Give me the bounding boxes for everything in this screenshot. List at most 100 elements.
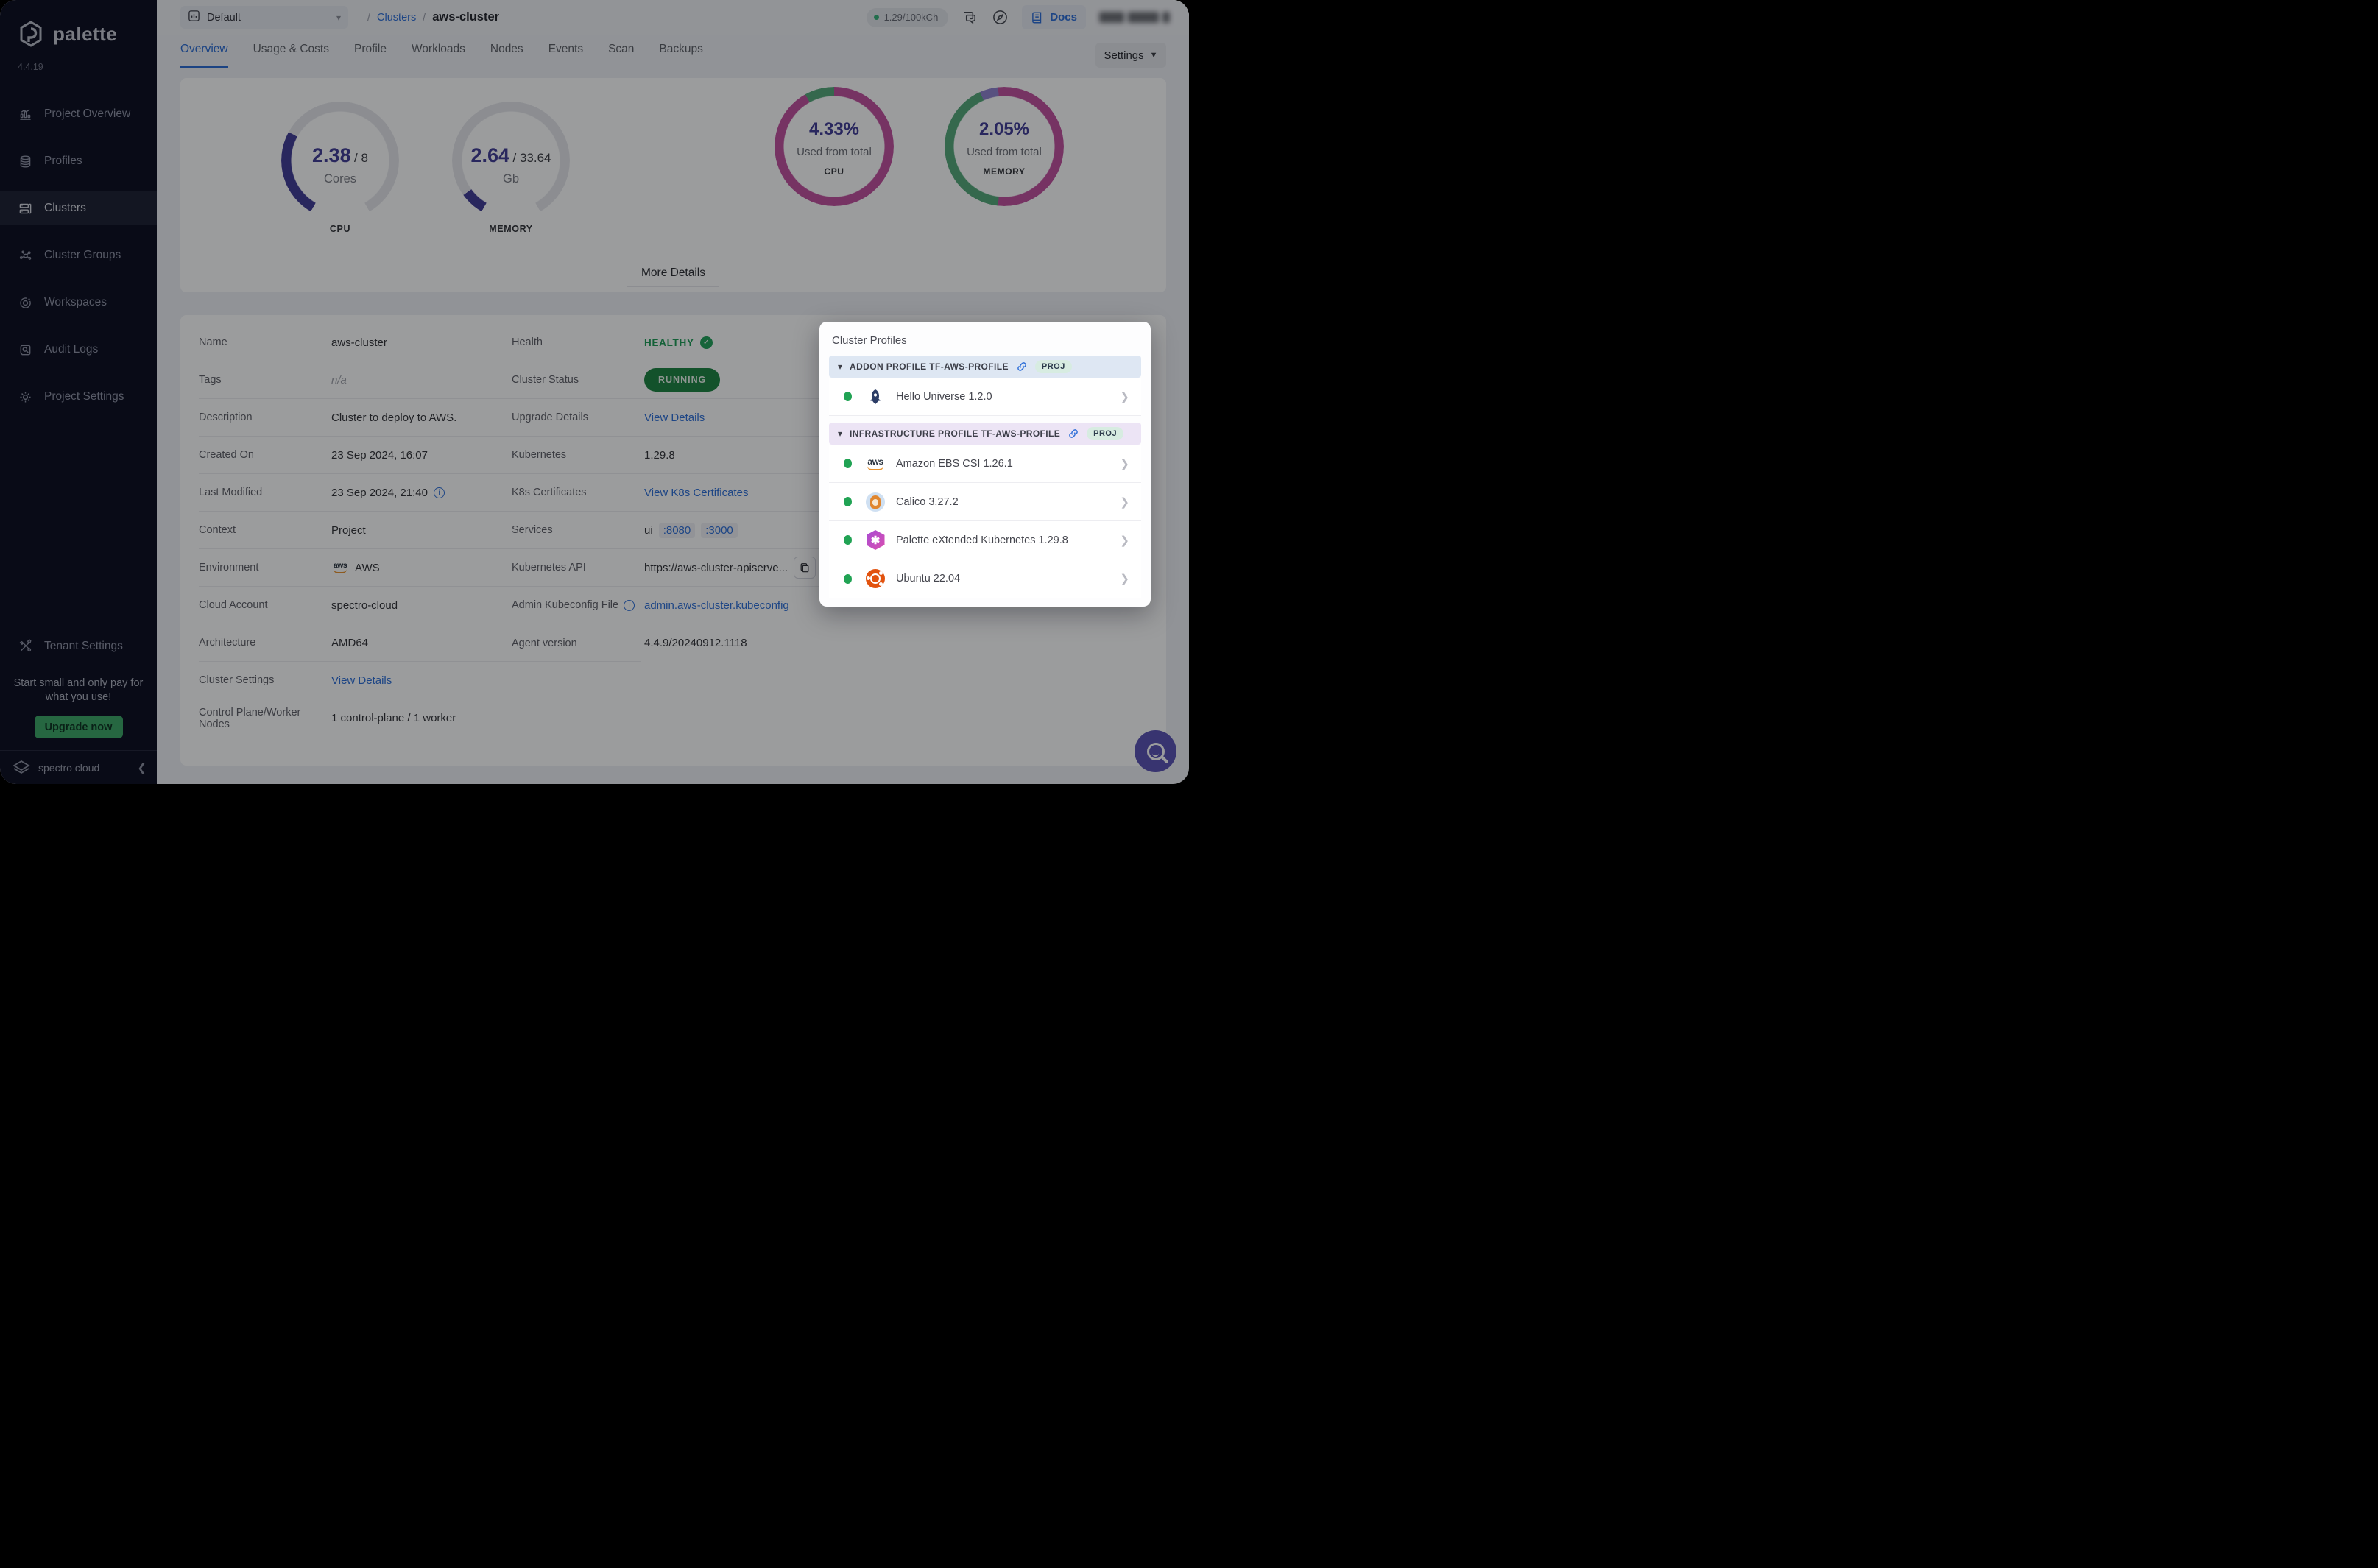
screen: palette 4.4.19 Project Overview Profiles C… bbox=[0, 0, 1189, 784]
status-dot bbox=[844, 535, 852, 545]
palette-logo-icon bbox=[16, 19, 46, 49]
health-status: HEALTHY bbox=[644, 336, 694, 348]
profile-item-ubuntu-22-04[interactable]: Ubuntu 22.04 ❯ bbox=[829, 559, 1141, 598]
service-name: ui bbox=[644, 523, 653, 537]
tab-overview[interactable]: Overview bbox=[180, 43, 228, 68]
sidebar-item-label: Tenant Settings bbox=[44, 639, 123, 652]
details-right-column: Health HEALTHY ✓ Cluster Status RUNNING Upgra… bbox=[512, 324, 968, 662]
detail-row-last-modified: Last Modified 23 Sep 2024, 21:40 i bbox=[199, 474, 641, 512]
chevron-right-icon: ❯ bbox=[1120, 534, 1129, 547]
sidebar-item-profiles[interactable]: Profiles bbox=[0, 144, 157, 178]
calico-icon bbox=[865, 492, 886, 512]
tab-workloads[interactable]: Workloads bbox=[411, 43, 465, 55]
cluster-tabs: Overview Usage & Costs Profile Workloads Nod… bbox=[180, 43, 703, 68]
detail-label: Description bbox=[199, 412, 253, 423]
copy-button[interactable] bbox=[794, 557, 816, 579]
detail-label: Created On bbox=[199, 449, 254, 461]
sidebar-item-project-settings[interactable]: Project Settings bbox=[0, 380, 157, 414]
cpu-donut-caption: Used from total bbox=[797, 146, 872, 158]
profile-sections: ▾ ADDON PROFILE TF-AWS-PROFILE PROJ Hello U… bbox=[829, 356, 1141, 598]
detail-label: Cloud Account bbox=[199, 599, 268, 611]
sidebar-item-label: Project Settings bbox=[44, 390, 124, 403]
tab-scan[interactable]: Scan bbox=[608, 43, 635, 55]
more-details-button[interactable]: More Details bbox=[627, 261, 719, 287]
spectro-cloud-logo-icon bbox=[12, 758, 31, 777]
cpu-donut-ring bbox=[775, 87, 894, 206]
docs-button[interactable]: Docs bbox=[1022, 5, 1086, 29]
detail-label: Cluster Status bbox=[512, 374, 579, 386]
usage-quota-pill[interactable]: 1.29/100kCh bbox=[866, 7, 949, 27]
profile-item-amazon-ebs-csi-1-26-1[interactable]: aws Amazon EBS CSI 1.26.1 ❯ bbox=[829, 445, 1141, 483]
details-left-column: Name aws-cluster Tags n/a Description Cluster… bbox=[199, 324, 641, 737]
project-selector-value: Default bbox=[207, 11, 241, 24]
sidebar-item-tenant-settings[interactable]: Tenant Settings bbox=[0, 629, 157, 663]
profile-section-header-infrastructure-profile-tf-aws-profile[interactable]: ▾ INFRASTRUCTURE PROFILE TF-AWS-PROFILE PR… bbox=[829, 423, 1141, 445]
aws-icon: aws bbox=[865, 453, 886, 474]
detail-link[interactable]: View K8s Certificates bbox=[644, 486, 749, 499]
tab-nodes[interactable]: Nodes bbox=[490, 43, 523, 55]
profile-item-palette-extended-kubernetes-1-29-8[interactable]: ✱ Palette eXtended Kubernetes 1.29.8 ❯ bbox=[829, 521, 1141, 559]
detail-label: Services bbox=[512, 524, 553, 536]
clusters-icon bbox=[18, 201, 32, 216]
sidebar-item-project-overview[interactable]: Project Overview bbox=[0, 97, 157, 131]
compass-icon[interactable] bbox=[992, 9, 1009, 26]
sidebar-item-label: Workspaces bbox=[44, 296, 107, 308]
memory-used-percent: 2.05% bbox=[978, 119, 1030, 139]
profile-item-calico-3-27-2[interactable]: Calico 3.27.2 ❯ bbox=[829, 483, 1141, 521]
app-name: palette bbox=[53, 22, 118, 45]
pxk-icon: ✱ bbox=[865, 530, 886, 551]
cpu-total-value: 8 bbox=[361, 151, 368, 165]
sidebar-item-audit-logs[interactable]: Audit Logs bbox=[0, 333, 157, 367]
profile-item-name: Palette eXtended Kubernetes 1.29.8 bbox=[896, 534, 1068, 546]
profile-item-hello-universe-1-2-0[interactable]: Hello Universe 1.2.0 ❯ bbox=[829, 378, 1141, 416]
profile-section-title: INFRASTRUCTURE PROFILE TF-AWS-PROFILE bbox=[850, 428, 1061, 439]
detail-link[interactable]: View Details bbox=[644, 411, 705, 424]
status-dot bbox=[844, 497, 852, 506]
tab-usage-costs[interactable]: Usage & Costs bbox=[253, 43, 329, 55]
project-selector[interactable]: Default ▾ bbox=[180, 6, 348, 29]
app-window: palette 4.4.19 Project Overview Profiles C… bbox=[0, 0, 1189, 784]
detail-row-kubernetes: Kubernetes 1.29.8 bbox=[512, 437, 968, 474]
info-icon[interactable]: i bbox=[624, 599, 635, 611]
sidebar-item-label: Cluster Groups bbox=[44, 249, 121, 261]
audit-logs-icon bbox=[18, 342, 32, 357]
detail-value: https://aws-cluster-apiserve... bbox=[644, 561, 788, 574]
detail-label: Kubernetes API bbox=[512, 562, 586, 573]
scope-badge: PROJ bbox=[1087, 427, 1124, 440]
memory-usage-donut: 2.05% Used from total MEMORY bbox=[945, 87, 1064, 206]
detail-value: 23 Sep 2024, 16:07 bbox=[331, 448, 428, 462]
chat-icon[interactable] bbox=[962, 9, 978, 26]
sidebar-item-workspaces[interactable]: Workspaces bbox=[0, 286, 157, 319]
detail-label: Environment bbox=[199, 562, 259, 573]
profile-item-name: Calico 3.27.2 bbox=[896, 495, 959, 508]
tab-profile[interactable]: Profile bbox=[354, 43, 387, 55]
status-dot bbox=[844, 573, 852, 584]
detail-link[interactable]: View Details bbox=[331, 674, 392, 687]
info-icon[interactable]: i bbox=[433, 487, 445, 498]
breadcrumb-clusters-link[interactable]: Clusters bbox=[377, 11, 417, 24]
detail-row-kubernetes-api: Kubernetes API https://aws-cluster-apiser… bbox=[512, 549, 968, 587]
profile-section-header-addon-profile-tf-aws-profile[interactable]: ▾ ADDON PROFILE TF-AWS-PROFILE PROJ bbox=[829, 356, 1141, 378]
search-icon bbox=[1146, 742, 1165, 760]
memory-gauge-arc bbox=[452, 102, 570, 219]
sidebar-item-cluster-groups[interactable]: Cluster Groups bbox=[0, 239, 157, 272]
usage-status-dot bbox=[873, 15, 879, 20]
cluster-groups-icon bbox=[18, 248, 32, 263]
sidebar-bottom: Tenant Settings Start small and only pay… bbox=[0, 629, 157, 784]
service-port-link[interactable]: :8080 bbox=[658, 522, 696, 538]
tab-backups[interactable]: Backups bbox=[659, 43, 703, 55]
service-port-link[interactable]: :3000 bbox=[701, 522, 738, 538]
profile-section-title: ADDON PROFILE TF-AWS-PROFILE bbox=[850, 361, 1009, 372]
tab-events[interactable]: Events bbox=[548, 43, 584, 55]
account-info-redacted[interactable] bbox=[1099, 12, 1170, 23]
collapse-sidebar-icon[interactable]: ❮ bbox=[137, 761, 147, 774]
upgrade-now-button[interactable]: Upgrade now bbox=[34, 716, 123, 738]
memory-unit: Gb bbox=[502, 172, 519, 186]
settings-button[interactable]: Settings ▼ bbox=[1095, 43, 1166, 68]
search-fab[interactable] bbox=[1135, 730, 1176, 772]
sidebar-item-label: Project Overview bbox=[44, 107, 131, 120]
tools-icon bbox=[18, 639, 32, 654]
sidebar-item-clusters[interactable]: Clusters bbox=[0, 191, 157, 225]
layers-icon bbox=[18, 154, 32, 169]
detail-link[interactable]: admin.aws-cluster.kubeconfig bbox=[644, 598, 789, 612]
